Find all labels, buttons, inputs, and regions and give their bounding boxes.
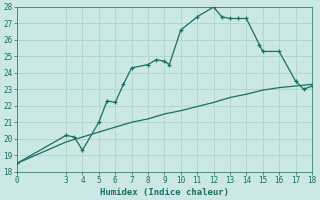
X-axis label: Humidex (Indice chaleur): Humidex (Indice chaleur) <box>100 188 229 197</box>
